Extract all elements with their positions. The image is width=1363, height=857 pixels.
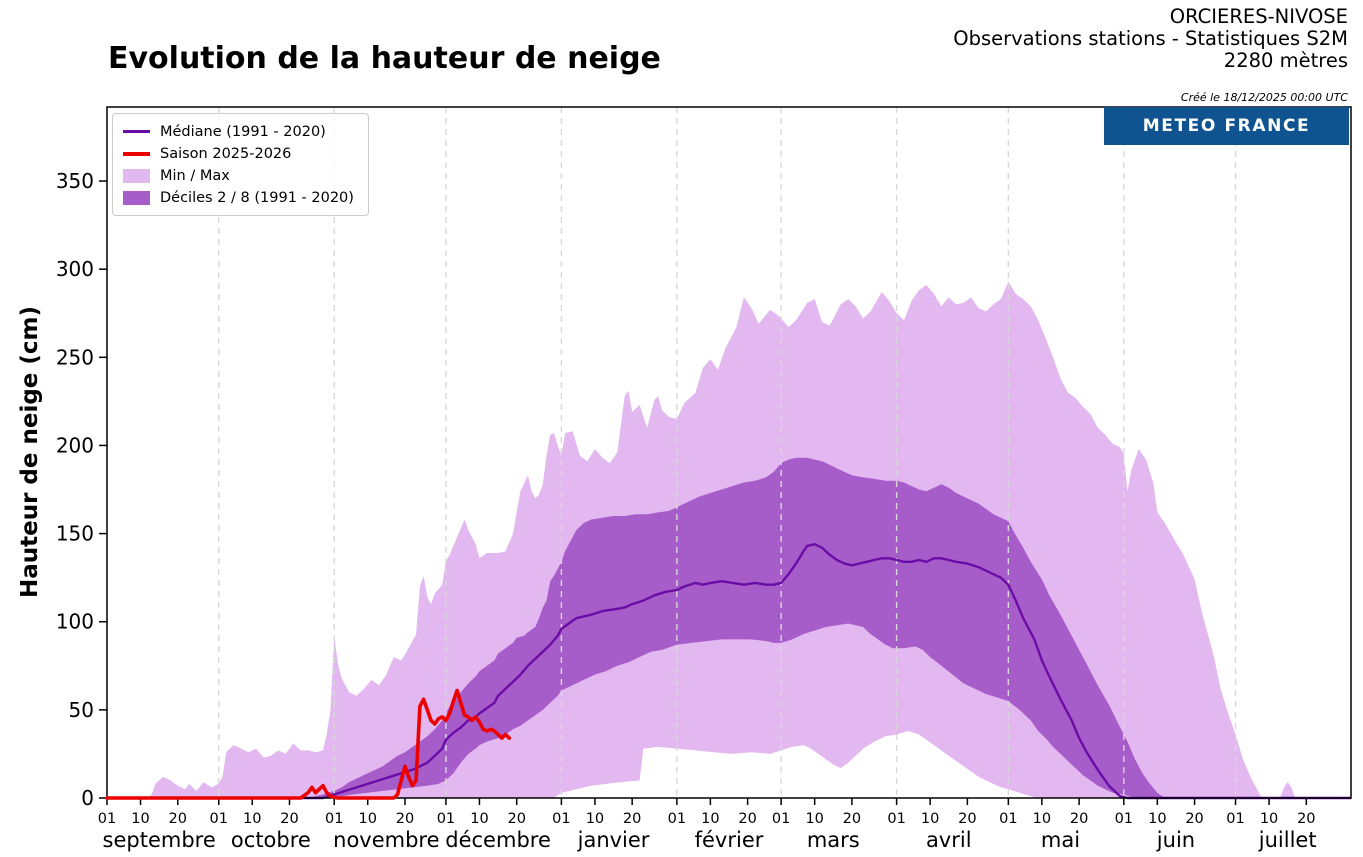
legend-item: Déciles 2 / 8 (1991 - 2020) bbox=[123, 188, 354, 207]
x-tick-label: 20 bbox=[623, 811, 641, 827]
plot-frame bbox=[106, 106, 1352, 799]
saison-line bbox=[105, 688, 512, 800]
month-label: décembre bbox=[445, 828, 551, 852]
legend-line-swatch bbox=[123, 151, 150, 156]
x-tick-label: 20 bbox=[396, 811, 414, 827]
legend-item: Min / Max bbox=[123, 166, 354, 185]
month-label: septembre bbox=[103, 828, 216, 852]
x-tick-label: 01 bbox=[98, 811, 116, 827]
x-tick-label: 10 bbox=[1260, 811, 1278, 827]
x-tick-label: 10 bbox=[131, 811, 149, 827]
station-header: ORCIERES-NIVOSE Observations stations - … bbox=[953, 5, 1348, 73]
y-axis-label: Hauteur de neige (cm) bbox=[17, 305, 43, 599]
x-tick-label: 10 bbox=[1148, 811, 1166, 827]
y-tick-label: 350 bbox=[56, 169, 94, 193]
y-tick-label: 0 bbox=[81, 786, 94, 810]
x-tick-label: 01 bbox=[552, 811, 570, 827]
legend-item-label: Déciles 2 / 8 (1991 - 2020) bbox=[160, 189, 354, 206]
meteo-france-badge: METEO FRANCE bbox=[1104, 107, 1349, 145]
legend-line-swatch bbox=[123, 130, 150, 133]
legend-item-label: Saison 2025-2026 bbox=[160, 145, 292, 162]
month-label: mai bbox=[1041, 828, 1080, 852]
x-tick-label: 01 bbox=[325, 811, 343, 827]
x-tick-label: 10 bbox=[921, 811, 939, 827]
month-label: mars bbox=[807, 828, 860, 852]
x-tick-label: 01 bbox=[999, 811, 1017, 827]
month-label: novembre bbox=[333, 828, 439, 852]
x-tick-label: 20 bbox=[1297, 811, 1315, 827]
x-tick-label: 20 bbox=[1070, 811, 1088, 827]
x-tick-label: 20 bbox=[958, 811, 976, 827]
page-title: Evolution de la hauteur de neige bbox=[108, 41, 661, 76]
month-label: juillet bbox=[1258, 828, 1317, 852]
x-tick-label: 10 bbox=[586, 811, 604, 827]
legend-item: Saison 2025-2026 bbox=[123, 144, 354, 163]
x-tick-label: 01 bbox=[1115, 811, 1133, 827]
y-tick-label: 150 bbox=[56, 522, 94, 546]
x-tick-label: 01 bbox=[668, 811, 686, 827]
legend-patch-swatch bbox=[123, 190, 150, 205]
x-tick-label: 10 bbox=[358, 811, 376, 827]
x-tick-label: 10 bbox=[805, 811, 823, 827]
legend-item-label: Min / Max bbox=[160, 167, 230, 184]
legend-item: Médiane (1991 - 2020) bbox=[123, 122, 354, 141]
chart-legend: Médiane (1991 - 2020) Saison 2025-2026 Min… bbox=[112, 113, 369, 216]
x-tick-label: 10 bbox=[701, 811, 719, 827]
x-tick-label: 20 bbox=[738, 811, 756, 827]
month-label: octobre bbox=[231, 828, 311, 852]
station-altitude: 2280 mètres bbox=[1223, 49, 1348, 73]
month-label: janvier bbox=[577, 828, 650, 852]
legend-item-label: Médiane (1991 - 2020) bbox=[160, 123, 326, 140]
mediane-line bbox=[107, 543, 1351, 800]
x-tick-label: 20 bbox=[843, 811, 861, 827]
x-tick-label: 20 bbox=[1185, 811, 1203, 827]
x-tick-label: 01 bbox=[887, 811, 905, 827]
station-subtitle: Observations stations - Statistiques S2M bbox=[953, 27, 1348, 51]
x-tick-label: 10 bbox=[1033, 811, 1051, 827]
x-tick-label: 10 bbox=[470, 811, 488, 827]
x-tick-label: 20 bbox=[280, 811, 298, 827]
y-tick-label: 300 bbox=[56, 257, 94, 281]
y-tick-label: 100 bbox=[56, 610, 94, 634]
y-tick-label: 50 bbox=[69, 698, 94, 722]
y-tick-label: 200 bbox=[56, 433, 94, 457]
x-tick-label: 10 bbox=[243, 811, 261, 827]
month-label: avril bbox=[926, 828, 972, 852]
legend-patch-swatch bbox=[123, 168, 150, 183]
x-tick-label: 01 bbox=[1226, 811, 1244, 827]
x-tick-label: 01 bbox=[437, 811, 455, 827]
x-tick-label: 01 bbox=[210, 811, 228, 827]
x-tick-label: 20 bbox=[507, 811, 525, 827]
x-tick-label: 20 bbox=[169, 811, 187, 827]
created-timestamp: Créé le 18/12/2025 00:00 UTC bbox=[1180, 91, 1348, 104]
deciles-band bbox=[107, 457, 1351, 798]
y-tick-label: 250 bbox=[56, 345, 94, 369]
x-tick-label: 01 bbox=[772, 811, 790, 827]
month-label: février bbox=[695, 828, 764, 852]
month-label: juin bbox=[1156, 828, 1195, 852]
station-name: ORCIERES-NIVOSE bbox=[1169, 5, 1348, 28]
